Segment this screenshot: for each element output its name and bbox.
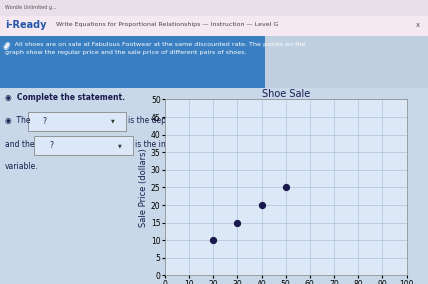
Text: ◉  Complete the statement.: ◉ Complete the statement. <box>5 93 125 103</box>
Text: graph show the regular price and the sale price of different pairs of shoes.: graph show the regular price and the sal… <box>5 50 247 55</box>
Text: Write Equations for Proportional Relationships — Instruction — Level G: Write Equations for Proportional Relatio… <box>56 22 278 28</box>
Text: ▼: ▼ <box>118 143 122 148</box>
Text: ◉: ◉ <box>2 44 8 50</box>
Bar <box>0 88 428 284</box>
FancyBboxPatch shape <box>34 136 133 155</box>
Text: x: x <box>415 22 419 28</box>
Point <box>210 238 217 243</box>
Bar <box>0 16 428 36</box>
Text: Wordle Unlimited g...: Wordle Unlimited g... <box>5 5 56 11</box>
Text: ◉  The: ◉ The <box>5 116 31 125</box>
Point <box>282 185 289 190</box>
Text: ?: ? <box>49 141 53 150</box>
Text: is the dependent variable: is the dependent variable <box>128 116 227 125</box>
Text: i-Ready: i-Ready <box>5 20 47 30</box>
Point <box>258 203 265 207</box>
Text: ◉  All shoes are on sale at Fabulous Footwear at the same discounted rate. The p: ◉ All shoes are on sale at Fabulous Foot… <box>5 41 306 47</box>
Text: is the independent: is the independent <box>135 140 207 149</box>
Text: variable.: variable. <box>5 162 39 171</box>
Text: and the: and the <box>5 140 35 149</box>
Text: ▼: ▼ <box>111 119 115 124</box>
Bar <box>0 0 428 16</box>
Bar <box>0 36 265 88</box>
Title: Shoe Sale: Shoe Sale <box>262 89 310 99</box>
Point <box>234 220 241 225</box>
Y-axis label: Sale Price (dollars): Sale Price (dollars) <box>139 148 148 227</box>
Text: ?: ? <box>43 117 47 126</box>
FancyBboxPatch shape <box>28 112 126 131</box>
